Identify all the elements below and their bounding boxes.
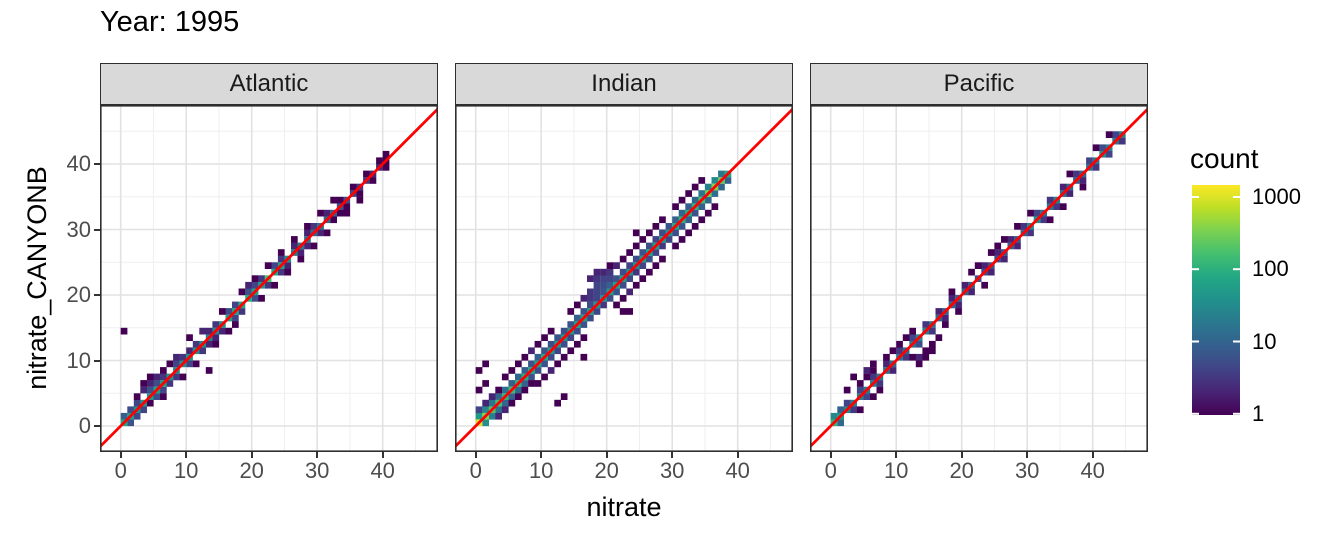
y-tick-mark xyxy=(94,359,100,362)
x-tick-label: 10 xyxy=(173,458,199,483)
y-axis-title: nitrate_CANYONB xyxy=(22,166,52,390)
legend-title: count xyxy=(1190,143,1259,174)
x-tick-mark xyxy=(316,452,319,458)
plot-title: Year: 1995 xyxy=(100,6,240,38)
y-tick-label: 10 xyxy=(66,347,91,373)
x-axis-title: nitrate xyxy=(586,492,662,522)
x-tick-label: 0 xyxy=(114,458,127,483)
y-tick-label: 30 xyxy=(66,216,91,242)
y-tick-label: 20 xyxy=(66,282,91,307)
x-tick-label: 0 xyxy=(824,458,837,483)
x-tick-label: 10 xyxy=(528,458,554,483)
facet-strip-atlantic: Atlantic xyxy=(100,63,438,105)
facet-panel-indian xyxy=(455,105,793,452)
x-tick-label: 30 xyxy=(1014,458,1040,483)
x-tick-mark xyxy=(474,452,477,458)
facet-strip-pacific: Pacific xyxy=(810,63,1148,105)
x-tick-label: 40 xyxy=(725,458,750,483)
y-tick-mark xyxy=(94,294,100,296)
x-tick-label: 30 xyxy=(659,458,685,483)
x-tick-label: 20 xyxy=(949,458,974,483)
x-tick-mark xyxy=(119,452,122,458)
legend-colorbar xyxy=(1192,185,1240,415)
x-tick-mark xyxy=(381,452,384,458)
y-tick-mark xyxy=(94,228,100,231)
facet-strip-indian: Indian xyxy=(455,63,793,105)
x-tick-mark xyxy=(1026,452,1029,458)
x-tick-mark xyxy=(829,452,832,458)
x-tick-mark xyxy=(1091,452,1094,458)
x-tick-mark xyxy=(960,452,963,458)
facet-panel-pacific xyxy=(810,105,1148,452)
x-tick-mark xyxy=(736,452,739,458)
x-tick-mark xyxy=(185,452,188,458)
x-tick-label: 30 xyxy=(304,458,330,483)
x-tick-label: 10 xyxy=(883,458,909,483)
x-tick-label: 40 xyxy=(370,458,395,483)
x-tick-mark xyxy=(605,452,608,458)
legend-tick-label: 100 xyxy=(1252,256,1289,282)
y-tick-mark xyxy=(94,163,100,165)
legend-tick-label: 1 xyxy=(1252,400,1265,426)
x-tick-mark xyxy=(895,452,898,458)
x-tick-label: 40 xyxy=(1080,458,1105,483)
y-tick-label: 40 xyxy=(66,151,91,176)
x-tick-mark xyxy=(671,452,674,458)
facet-panel-atlantic xyxy=(100,105,438,452)
x-tick-label: 0 xyxy=(469,458,482,483)
x-tick-label: 20 xyxy=(594,458,619,483)
y-tick-label: 0 xyxy=(78,413,91,438)
y-tick-mark xyxy=(94,425,100,427)
x-tick-mark xyxy=(540,452,543,458)
legend-tick-label: 10 xyxy=(1252,328,1277,354)
legend-tick-label: 1000 xyxy=(1252,183,1301,209)
x-tick-mark xyxy=(250,452,253,458)
x-tick-label: 20 xyxy=(239,458,264,483)
